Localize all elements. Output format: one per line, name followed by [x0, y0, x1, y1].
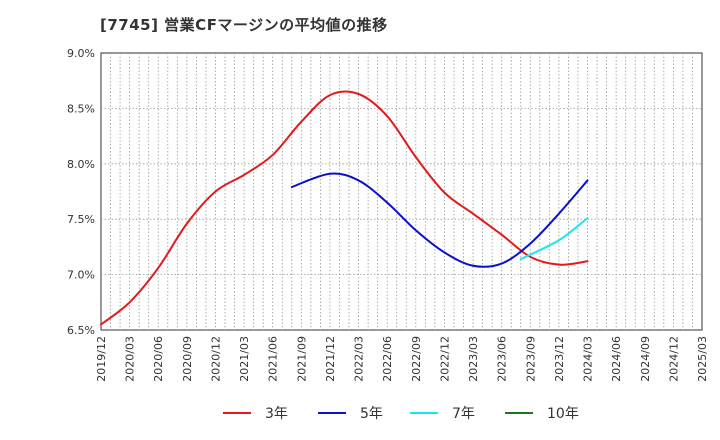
x-tick-label: 2021/03 — [238, 336, 251, 382]
y-tick-label: 6.5% — [67, 324, 95, 337]
legend: 3年 5年 7年 10年 — [223, 406, 579, 422]
legend-label: 5年 — [360, 406, 383, 422]
x-tick-label: 2024/06 — [610, 336, 623, 382]
x-tick-label: 2023/09 — [524, 336, 537, 382]
x-tick-label: 2020/06 — [152, 336, 165, 382]
x-tick-label: 2023/06 — [496, 336, 509, 382]
x-tick-label: 2019/12 — [95, 336, 108, 382]
legend-label: 10年 — [547, 406, 579, 422]
y-tick-label: 9.0% — [67, 47, 95, 60]
x-tick-label: 2022/09 — [410, 336, 423, 382]
x-tick-label: 2020/09 — [181, 336, 194, 382]
x-tick-label: 2022/06 — [381, 336, 394, 382]
x-tick-label: 2024/12 — [667, 336, 680, 382]
grid — [100, 52, 703, 331]
plot-frame — [100, 52, 703, 331]
series-line-1 — [100, 90, 589, 326]
x-tick-label: 2023/12 — [553, 336, 566, 382]
series-line-3 — [519, 217, 589, 261]
x-tick-label: 2020/03 — [124, 336, 137, 382]
x-tick-label: 2021/12 — [324, 336, 337, 382]
x-tick-label: 2024/09 — [639, 336, 652, 382]
x-tick-label: 2022/12 — [438, 336, 451, 382]
x-tick-label: 2024/03 — [582, 336, 595, 382]
legend-label: 7年 — [452, 406, 475, 422]
series-line-2 — [290, 172, 589, 268]
x-tick-label: 2021/06 — [267, 336, 280, 382]
series-lines — [100, 90, 589, 326]
x-tick-label: 2021/09 — [295, 336, 308, 382]
x-tick-label: 2020/12 — [209, 336, 222, 382]
y-tick-label: 8.5% — [67, 102, 95, 115]
x-tick-label: 2023/03 — [467, 336, 480, 382]
y-tick-label: 8.0% — [67, 158, 95, 171]
x-tick-label: 2025/03 — [696, 336, 709, 382]
chart-title: [7745] 営業CFマージンの平均値の推移 — [100, 16, 388, 34]
legend-label: 3年 — [265, 406, 288, 422]
x-tick-label: 2022/03 — [353, 336, 366, 382]
axes: 6.5% 7.0% 7.5% 8.0% 8.5% 9.0% 2019/12 2020/03 20… — [67, 47, 709, 382]
y-tick-label: 7.5% — [67, 213, 95, 226]
y-tick-label: 7.0% — [67, 269, 95, 282]
